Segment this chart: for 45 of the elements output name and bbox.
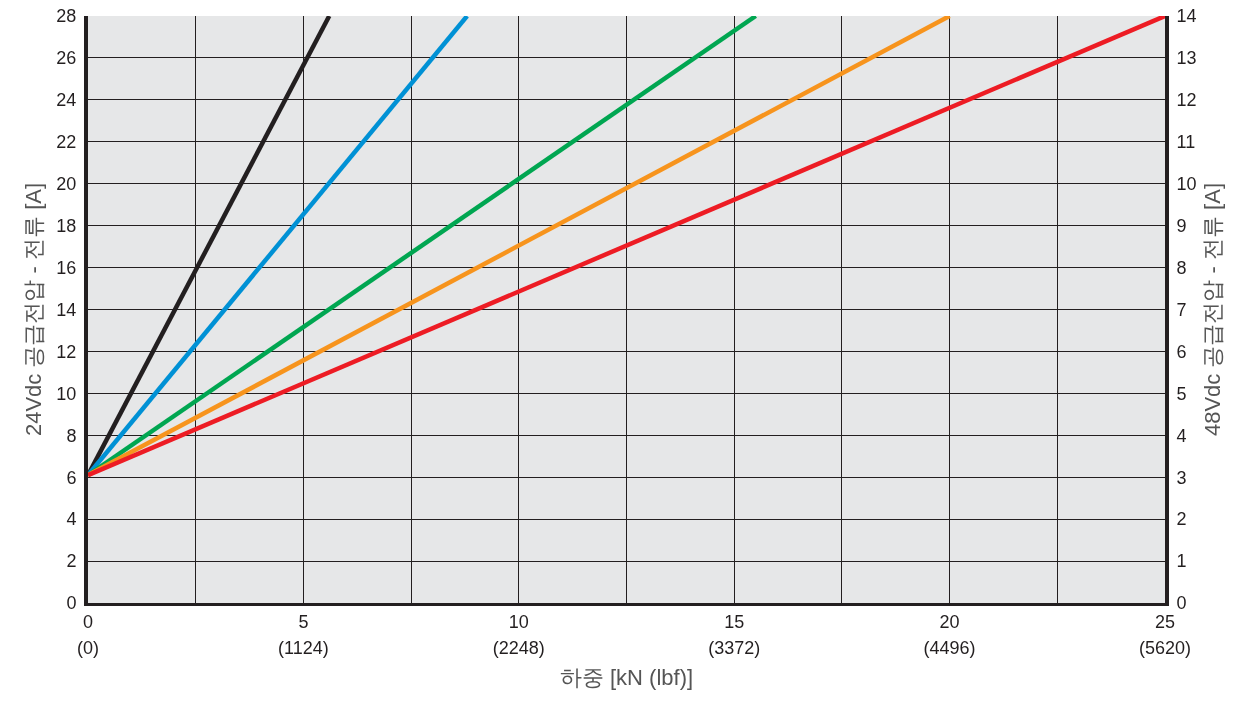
y2-tick-label: 5 <box>1176 383 1187 404</box>
y2-tick-label: 14 <box>1176 6 1197 27</box>
y-tick-label: 28 <box>56 6 77 27</box>
y2-tick-label: 13 <box>1176 48 1197 69</box>
y-tick-label: 18 <box>56 215 77 236</box>
y-tick-label: 4 <box>66 509 77 530</box>
x-tick-label: 10 <box>508 611 529 632</box>
y-tick-label: 20 <box>56 174 77 195</box>
x2-tick-label: (3372) <box>708 637 761 658</box>
y2-tick-label: 2 <box>1176 509 1187 530</box>
x2-tick-label: (1124) <box>278 637 329 658</box>
y-tick-label: 2 <box>66 551 77 572</box>
y2-tick-label: 9 <box>1176 215 1187 236</box>
y-tick-label: 12 <box>56 341 77 362</box>
y-axis-title: 24Vdc 공급전압 - 전류 [A] <box>20 182 46 437</box>
x-tick-label: 20 <box>939 611 960 632</box>
y2-tick-label: 6 <box>1176 341 1187 362</box>
x-axis-title: 하중 [kN (lbf)] <box>559 665 694 691</box>
y2-tick-label: 0 <box>1176 593 1187 614</box>
x2-tick-label: (4496) <box>923 637 976 658</box>
x-tick-label: 15 <box>724 611 745 632</box>
y-tick-label: 26 <box>56 48 77 69</box>
y-tick-label: 10 <box>56 383 77 404</box>
y-tick-label: 8 <box>66 425 77 446</box>
x2-tick-label: (2248) <box>492 637 545 658</box>
y-tick-label: 24 <box>56 90 77 111</box>
y2-tick-label: 1 <box>1176 551 1187 572</box>
x-tick-label: 5 <box>298 611 309 632</box>
x-tick-label: 25 <box>1154 611 1176 632</box>
x-tick-label: 0 <box>82 611 94 632</box>
y2-axis-title: 48Vdc 공급전압 - 전류 [A] <box>1200 182 1226 437</box>
y-tick-label: 16 <box>56 257 77 278</box>
x2-tick-label: (5620) <box>1138 637 1192 658</box>
y2-tick-label: 3 <box>1176 467 1187 488</box>
y2-tick-label: 10 <box>1176 174 1197 195</box>
y2-tick-label: 4 <box>1176 425 1187 446</box>
y2-tick-label: 11 <box>1176 132 1196 153</box>
y-tick-label: 14 <box>56 299 77 320</box>
y2-tick-label: 7 <box>1176 299 1187 320</box>
y2-tick-label: 8 <box>1176 257 1187 278</box>
y-tick-label: 22 <box>56 132 77 153</box>
x2-tick-label: (0) <box>77 637 99 658</box>
y-tick-label: 0 <box>66 593 77 614</box>
y2-tick-label: 12 <box>1176 90 1197 111</box>
y-tick-label: 6 <box>66 467 77 488</box>
